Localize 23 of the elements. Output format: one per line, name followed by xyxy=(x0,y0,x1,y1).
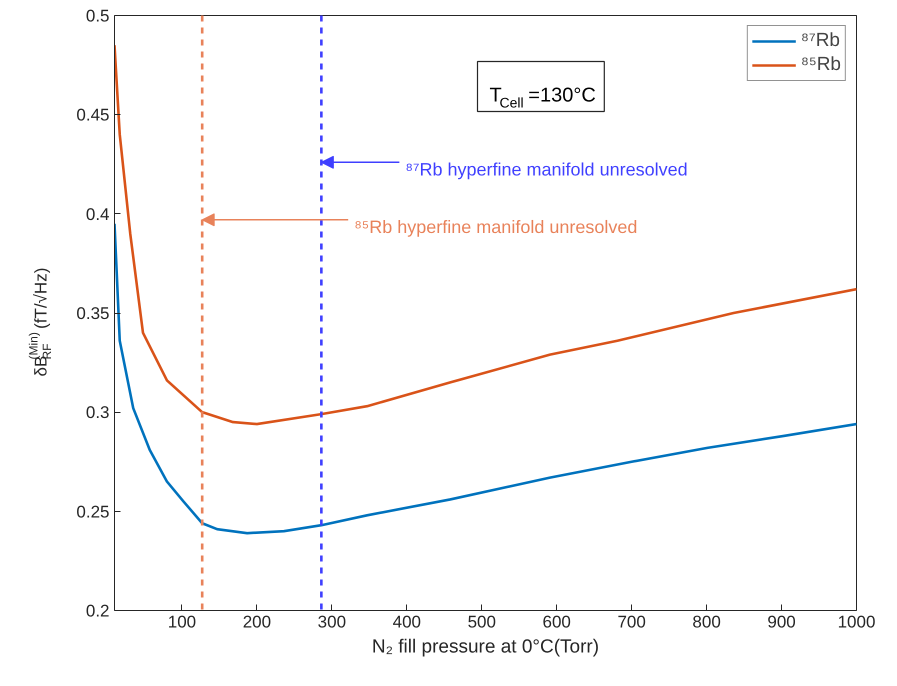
x-tick-label: 600 xyxy=(542,612,571,632)
y-tick-label: 0.2 xyxy=(86,602,110,620)
x-tick-label: 100 xyxy=(168,612,196,632)
legend-label: ⁸⁵Rb xyxy=(800,54,841,76)
annotation: ⁸⁷Rb hyperfine manifold unresolved xyxy=(405,159,688,180)
x-tick-label: 300 xyxy=(318,612,346,632)
x-tick-label: 400 xyxy=(392,612,421,632)
y-tick-label: 0.5 xyxy=(86,6,110,26)
y-tick-label: 0.25 xyxy=(76,502,110,522)
y-tick-label: 0.4 xyxy=(86,204,110,224)
y-tick-label: 0.3 xyxy=(86,403,110,422)
y-tick-label: 0.45 xyxy=(76,106,110,125)
legend-label: ⁸⁷Rb xyxy=(800,30,840,52)
x-tick-label: 1000 xyxy=(838,612,876,632)
x-tick-label: 700 xyxy=(617,612,646,632)
x-axis-title: N₂ fill pressure at 0°C(Torr) xyxy=(372,636,600,658)
x-tick-label: 800 xyxy=(692,612,721,632)
line-series xyxy=(114,222,856,534)
annotation: ⁸⁵Rb hyperfine manifold unresolved xyxy=(354,216,638,237)
x-tick-label: 200 xyxy=(242,612,272,632)
x-tick-label: 500 xyxy=(468,612,496,632)
x-tick-label: 900 xyxy=(767,612,796,632)
y-tick-label: 0.35 xyxy=(76,304,110,323)
